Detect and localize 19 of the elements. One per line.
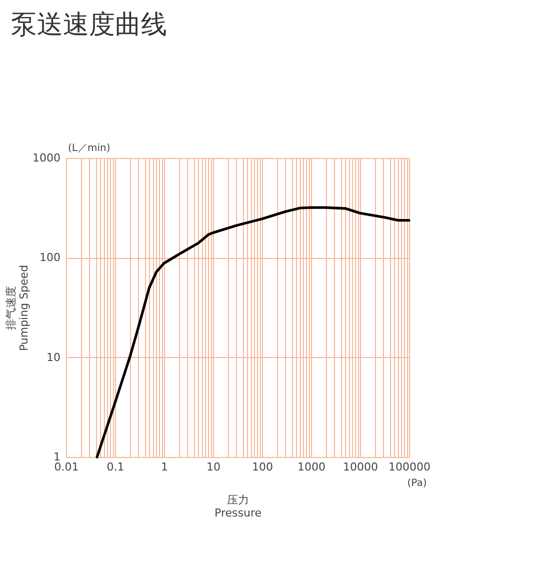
x-tick-label: 0.01 (54, 460, 79, 474)
chart-title: 泵送速度曲线 (11, 10, 167, 40)
text: 压力 (227, 494, 249, 506)
text: 排气速度 (4, 286, 18, 330)
y-tick-label: 10 (46, 350, 60, 364)
y-tick-label: 1 (54, 450, 60, 464)
text: (Pa) (407, 478, 427, 489)
text: Pressure (214, 506, 262, 520)
x-tick-label: 10000 (343, 460, 378, 474)
x-tick-label: 10 (206, 460, 220, 474)
text: Pumping Speed (18, 264, 31, 352)
y-tick-label: 1000 (32, 152, 60, 164)
x-tick-label: 100000 (388, 460, 430, 474)
y-tick-label: 100 (40, 251, 60, 264)
x-tick-label: 0.1 (106, 460, 124, 474)
x-tick-label: 1000 (298, 460, 326, 474)
text: (L／min) (68, 143, 110, 154)
x-tick-label: 100 (252, 460, 273, 474)
x-tick-label: 1 (161, 460, 168, 474)
